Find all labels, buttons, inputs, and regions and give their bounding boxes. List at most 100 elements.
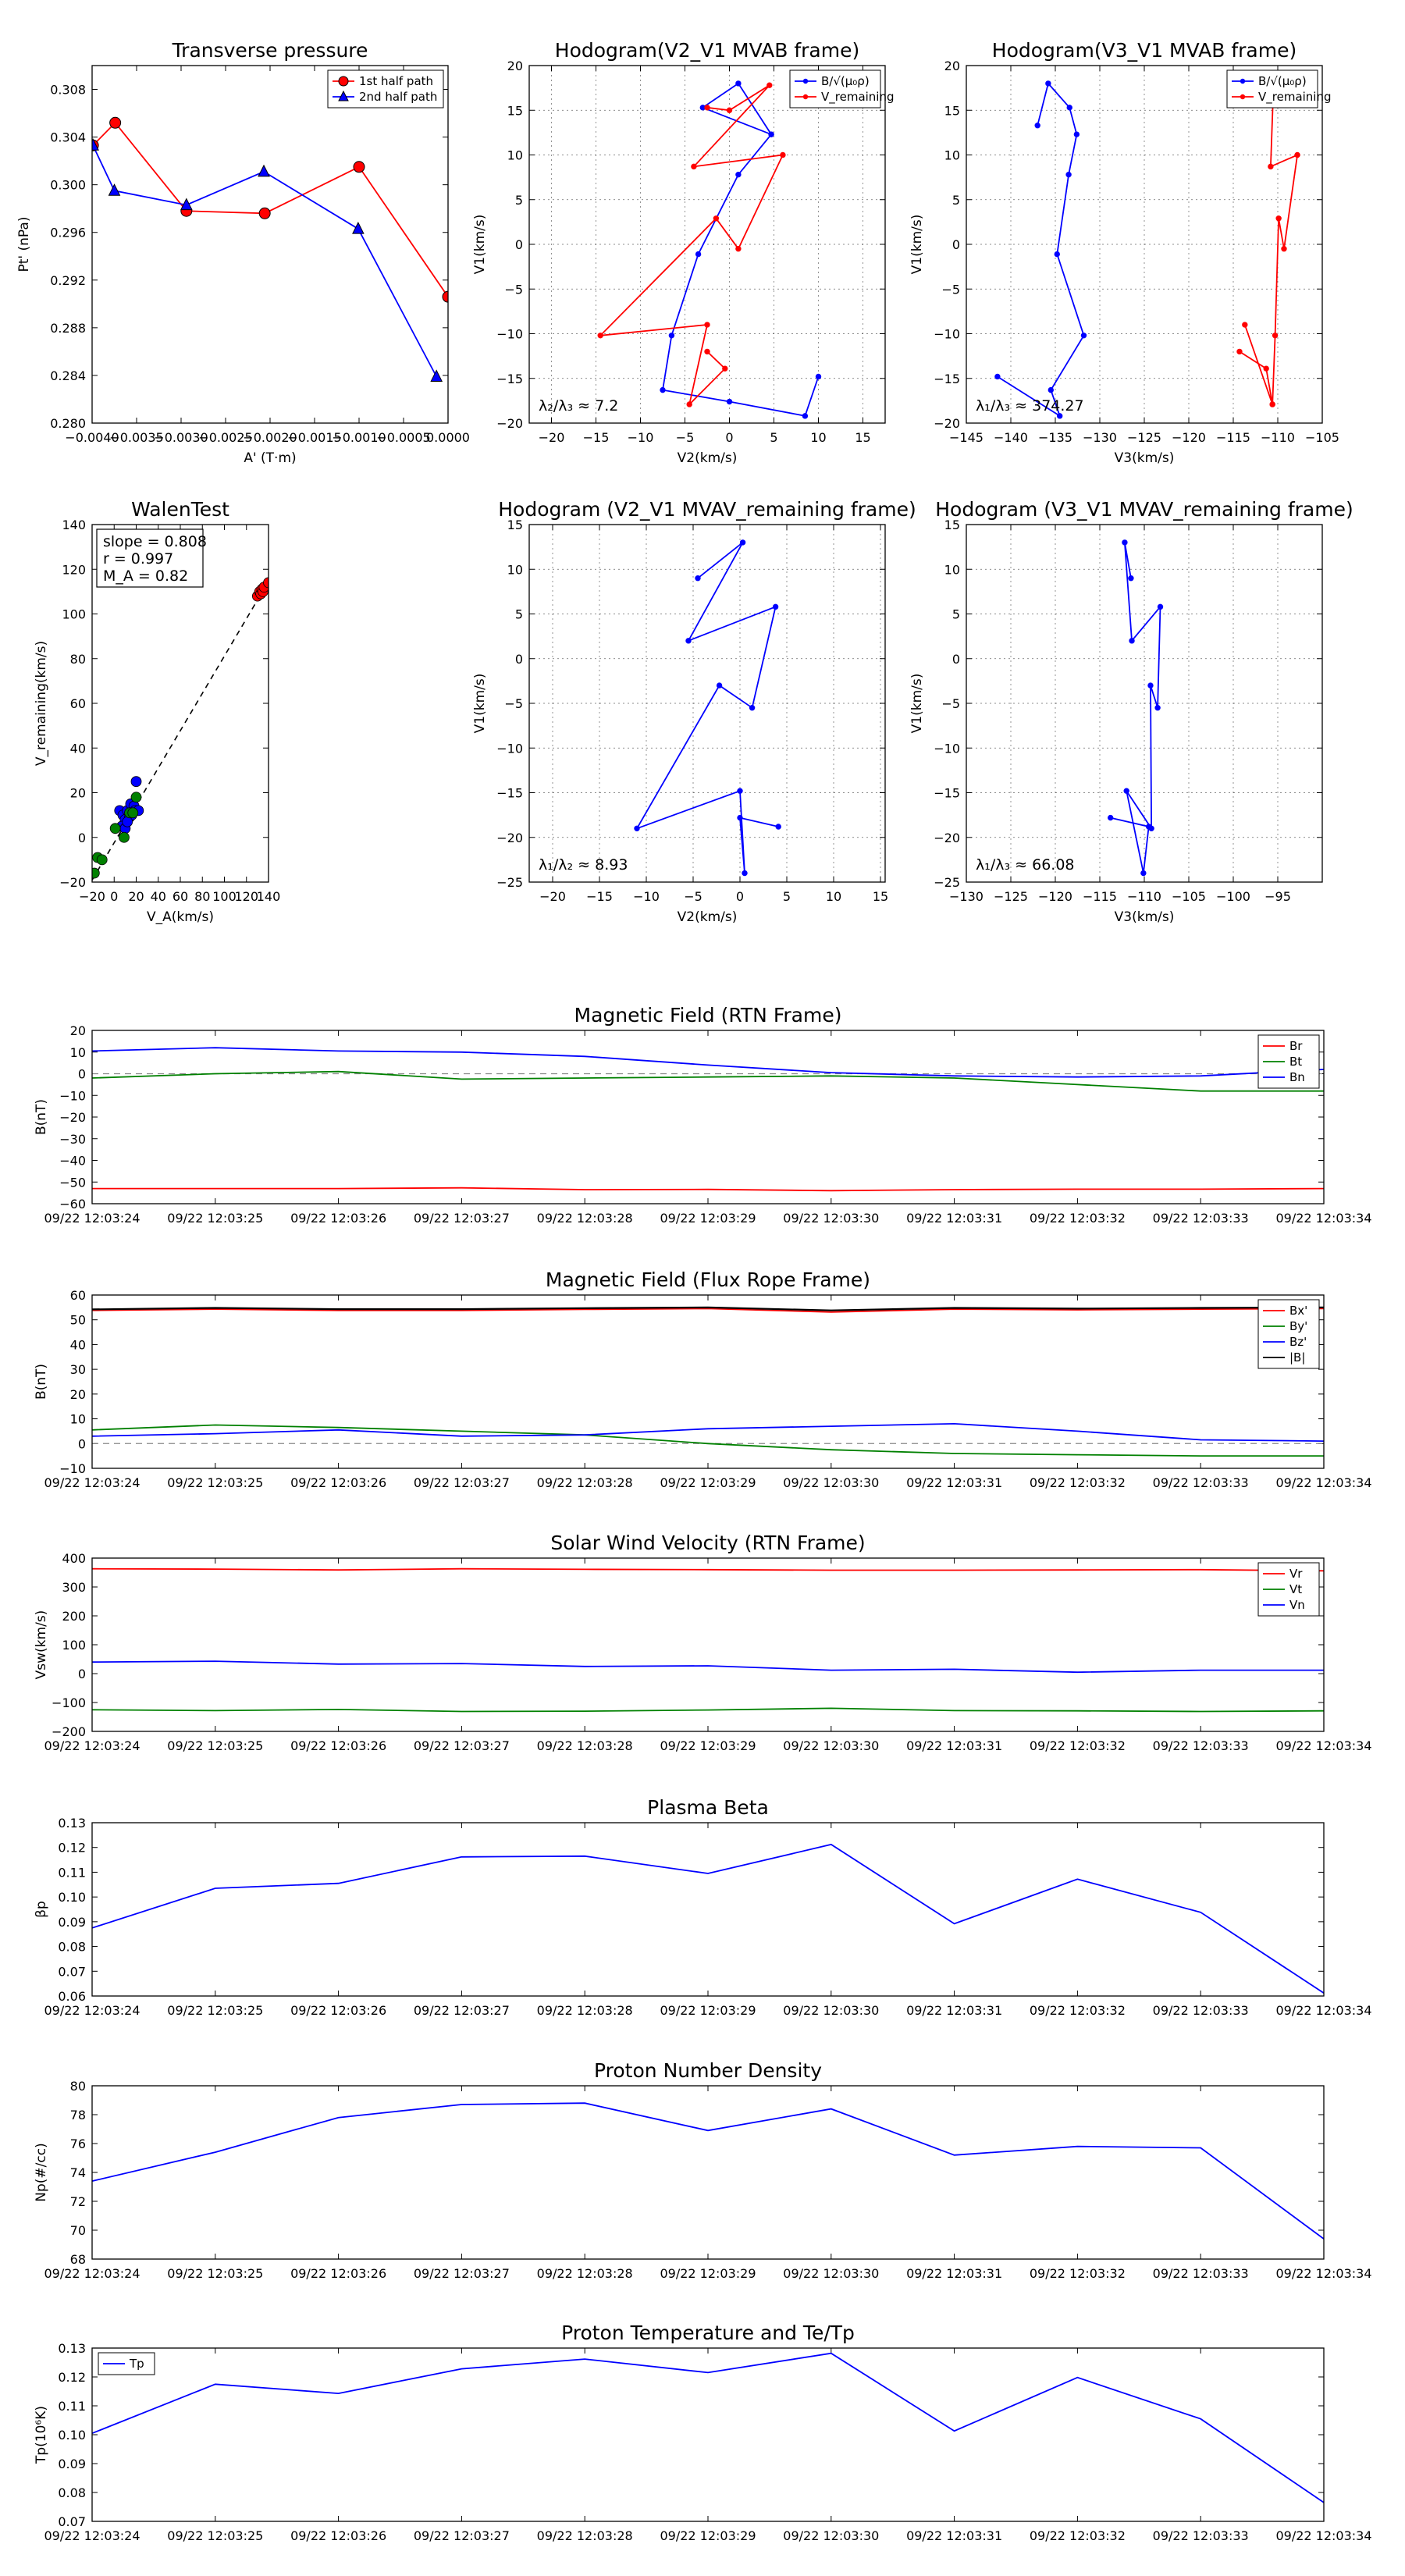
ratio-annotation: λ₁/λ₃ ≈ 374.27 [976, 397, 1084, 415]
y-tick-label: 100 [62, 1638, 86, 1653]
x-tick-label: 09/22 12:03:26 [290, 2003, 386, 2018]
plot-marks [92, 1047, 1324, 1192]
x-tick-label: 09/22 12:03:25 [167, 1475, 263, 1490]
x-tick-label: 09/22 12:03:30 [783, 1211, 879, 1226]
data-point [263, 577, 269, 589]
y-tick-label: 70 [70, 2223, 86, 2238]
y-tick-label: 0.10 [58, 2428, 86, 2443]
x-tick-label: 09/22 12:03:32 [1030, 2528, 1126, 2543]
x-tick-label: 09/22 12:03:25 [167, 1738, 263, 1753]
legend-marker [338, 76, 349, 87]
y-tick-label: 0 [78, 1436, 86, 1451]
y-tick-label: 0 [515, 652, 523, 667]
y-tick-label: 74 [70, 2165, 86, 2180]
y-tick-label: −50 [59, 1175, 86, 1190]
series-line-3 [92, 1306, 1324, 1311]
data-point [634, 825, 640, 832]
plot-marks [92, 1306, 1324, 1457]
x-tick-label: −0.0010 [332, 430, 386, 445]
data-point [1242, 322, 1248, 328]
x-tick-label: 09/22 12:03:24 [44, 1211, 140, 1226]
data-point [1048, 386, 1055, 393]
data-point [597, 333, 603, 339]
x-tick-label: 09/22 12:03:34 [1275, 1211, 1371, 1226]
data-point [660, 386, 666, 393]
legend-marker [1240, 94, 1246, 100]
x-tick-label: 09/22 12:03:25 [167, 2528, 263, 2543]
x-tick-label: 09/22 12:03:30 [783, 1475, 879, 1490]
plot-marks [1107, 539, 1164, 877]
x-tick-label: −135 [1038, 430, 1072, 445]
x-tick-label: 09/22 12:03:33 [1153, 1475, 1249, 1490]
axes-frame [91, 2085, 1325, 2260]
data-point [775, 824, 781, 830]
axes-frame [91, 2347, 1325, 2522]
y-tick-label: 0 [78, 1067, 86, 1082]
axes-frame [91, 1294, 1325, 1469]
y-tick-label: 76 [70, 2137, 86, 2151]
y-tick-label: 0.292 [50, 273, 86, 288]
plot-area [92, 1558, 1324, 1731]
y-tick-label: −15 [496, 372, 523, 386]
legend-label: Br [1289, 1039, 1303, 1053]
data-point [1269, 401, 1275, 407]
y-tick-label: 10 [944, 562, 960, 577]
data-point [1045, 80, 1051, 87]
x-tick-label: −105 [1305, 430, 1339, 445]
y-tick-label: −5 [941, 696, 960, 711]
x-tick-label: 09/22 12:03:25 [167, 2266, 263, 2281]
x-tick-label: −145 [949, 430, 984, 445]
x-tick-label: −120 [1038, 889, 1072, 904]
series-line-1 [92, 1424, 1324, 1457]
x-tick-label: 09/22 12:03:25 [167, 1211, 263, 1226]
y-tick-label: 200 [62, 1609, 86, 1624]
x-tick-label: 20 [128, 889, 144, 904]
legend-label: V_remaining [821, 90, 895, 105]
legend-box [789, 69, 881, 109]
y-tick-label: 10 [507, 148, 523, 163]
series-line-2 [92, 1660, 1324, 1674]
chart-p4: −20 0 20 40 60 80 100120140−200204060801001201… [34, 498, 280, 925]
y-tick-label: 15 [944, 103, 960, 118]
chart-p8: 09/22 12:03:24 09/22 12:03:25 09/22 12:03:… [34, 1268, 1372, 1490]
x-tick-label: 120 [234, 889, 258, 904]
x-tick-label: 09/22 12:03:31 [906, 1738, 1002, 1753]
y-tick-label: 0 [952, 652, 960, 667]
legend-marker [802, 94, 809, 100]
y-tick-label: 5 [952, 607, 960, 622]
y-tick-label: 60 [70, 696, 86, 711]
x-tick-label: 140 [257, 889, 281, 904]
data-point [1057, 413, 1063, 419]
x-tick-label: 09/22 12:03:34 [1275, 2528, 1371, 2543]
data-point [737, 788, 743, 794]
legend-marker [338, 90, 349, 101]
legend-label: Tp [129, 2357, 144, 2371]
x-tick-label: 09/22 12:03:33 [1153, 2266, 1249, 2281]
y-axis-label: Tp(10⁶K) [34, 2406, 49, 2464]
data-point [739, 539, 746, 546]
axes-frame [966, 524, 1323, 883]
x-tick-label: −0.0035 [109, 430, 163, 445]
data-point [119, 831, 130, 843]
y-tick-label: −10 [934, 741, 960, 756]
y-tick-label: −10 [496, 741, 523, 756]
y-tick-label: 80 [70, 2079, 86, 2094]
chart-title: Proton Temperature and Te/Tp [561, 2322, 855, 2344]
legend-label: Vn [1289, 1598, 1305, 1612]
data-point [258, 207, 271, 219]
chart-p11: 09/22 12:03:24 09/22 12:03:25 09/22 12:03:… [34, 2059, 1372, 2281]
ratio-annotation: λ₁/λ₃ ≈ 66.08 [976, 856, 1075, 873]
y-tick-label: 300 [62, 1580, 86, 1595]
x-axis-label: V3(km/s) [1115, 450, 1175, 466]
x-tick-label: 09/22 12:03:27 [414, 1211, 510, 1226]
data-point [1147, 682, 1154, 688]
y-axis-label: Vsw(km/s) [34, 1610, 49, 1680]
data-point [735, 171, 742, 178]
legend-label: 2nd half path [359, 90, 437, 104]
y-tick-label: 20 [944, 59, 960, 73]
chart-p10: 09/22 12:03:24 09/22 12:03:25 09/22 12:03:… [34, 1796, 1372, 2018]
y-tick-label: 15 [507, 518, 523, 532]
y-tick-label: 0.06 [58, 1989, 86, 2004]
x-tick-label: 09/22 12:03:24 [44, 2003, 140, 2018]
plot-area [92, 2086, 1324, 2259]
